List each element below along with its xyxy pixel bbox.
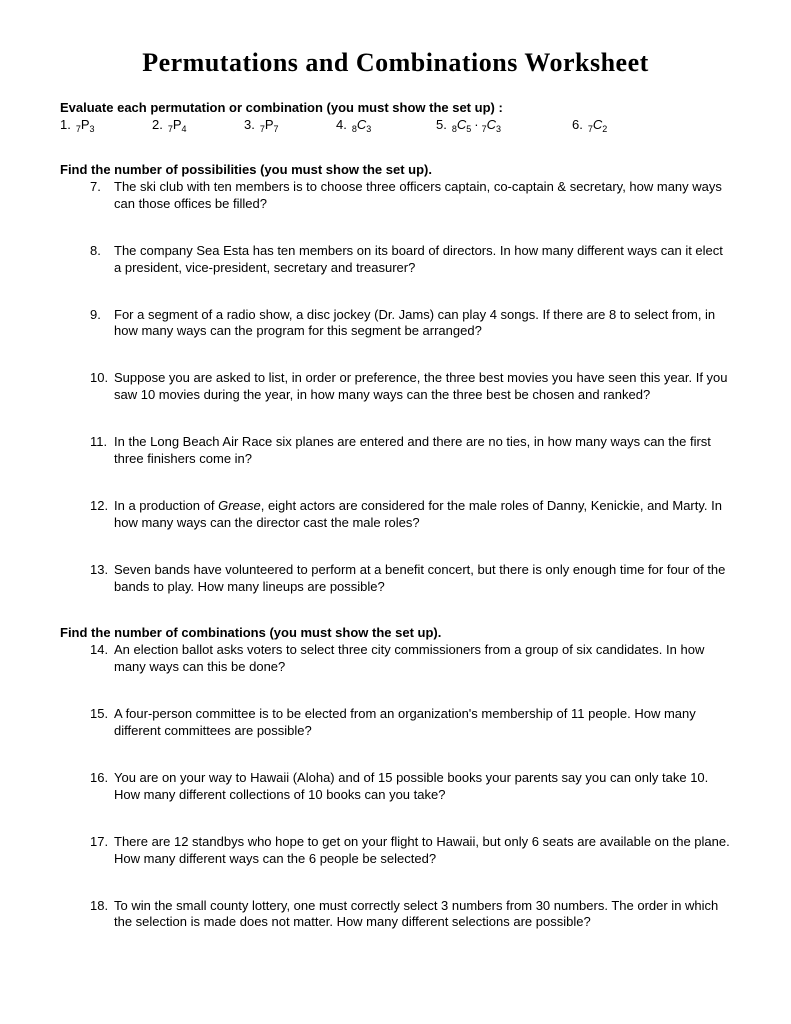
problem-number: 13. [90, 562, 114, 596]
problem-number: 8. [90, 243, 114, 277]
problem-text: Seven bands have volunteered to perform … [114, 562, 731, 596]
eval-expr: 7C2 [588, 117, 607, 132]
problem-14: 14.An election ballot asks voters to sel… [60, 642, 731, 676]
problem-12: 12.In a production of Grease, eight acto… [60, 498, 731, 532]
eval-item-3: 3. 7P7 [244, 117, 336, 132]
eval-number: 1. [60, 117, 71, 132]
eval-number: 6. [572, 117, 583, 132]
problem-number: 9. [90, 307, 114, 341]
problem-15: 15.A four-person committee is to be elec… [60, 706, 731, 740]
problem-7: 7.The ski club with ten members is to ch… [60, 179, 731, 213]
eval-expr: 8C5·7C3 [452, 117, 501, 132]
problem-text: The company Sea Esta has ten members on … [114, 243, 731, 277]
problems-set-a: 7.The ski club with ten members is to ch… [60, 179, 731, 595]
problem-11: 11.In the Long Beach Air Race six planes… [60, 434, 731, 468]
problem-13: 13.Seven bands have volunteered to perfo… [60, 562, 731, 596]
problem-number: 15. [90, 706, 114, 740]
section-3-heading: Find the number of combinations (you mus… [60, 625, 731, 640]
section-2-heading: Find the number of possibilities (you mu… [60, 162, 731, 177]
eval-item-4: 4. 8C3 [336, 117, 436, 132]
problem-text: A four-person committee is to be elected… [114, 706, 731, 740]
evaluation-row: 1. 7P3 2. 7P4 3. 7P7 4. 8C3 5. 8C5·7C3 6. 7C2 [60, 117, 731, 132]
eval-expr: 7P3 [76, 117, 95, 132]
problem-text: Suppose you are asked to list, in order … [114, 370, 731, 404]
problem-text: In the Long Beach Air Race six planes ar… [114, 434, 731, 468]
problem-number: 7. [90, 179, 114, 213]
eval-item-2: 2. 7P4 [152, 117, 244, 132]
eval-expr: 7P4 [168, 117, 187, 132]
problem-number: 14. [90, 642, 114, 676]
eval-number: 2. [152, 117, 163, 132]
problem-number: 16. [90, 770, 114, 804]
problem-8: 8.The company Sea Esta has ten members o… [60, 243, 731, 277]
problem-number: 10. [90, 370, 114, 404]
problem-18: 18.To win the small county lottery, one … [60, 898, 731, 932]
problem-text: To win the small county lottery, one mus… [114, 898, 731, 932]
eval-expr: 8C3 [352, 117, 371, 132]
problem-number: 17. [90, 834, 114, 868]
section-1-heading: Evaluate each permutation or combination… [60, 100, 731, 115]
eval-expr: 7P7 [260, 117, 279, 132]
eval-item-5: 5. 8C5·7C3 [436, 117, 572, 132]
problem-text: In a production of Grease, eight actors … [114, 498, 731, 532]
eval-number: 3. [244, 117, 255, 132]
page-title: Permutations and Combinations Worksheet [60, 48, 731, 78]
problem-text: An election ballot asks voters to select… [114, 642, 731, 676]
problems-set-b: 14.An election ballot asks voters to sel… [60, 642, 731, 931]
problem-number: 12. [90, 498, 114, 532]
eval-number: 5. [436, 117, 447, 132]
problem-16: 16.You are on your way to Hawaii (Aloha)… [60, 770, 731, 804]
problem-text: For a segment of a radio show, a disc jo… [114, 307, 731, 341]
problem-9: 9.For a segment of a radio show, a disc … [60, 307, 731, 341]
problem-17: 17.There are 12 standbys who hope to get… [60, 834, 731, 868]
worksheet-page: Permutations and Combinations Worksheet … [0, 0, 791, 1024]
eval-item-6: 6. 7C2 [572, 117, 642, 132]
problem-number: 18. [90, 898, 114, 932]
eval-number: 4. [336, 117, 347, 132]
eval-item-1: 1. 7P3 [60, 117, 152, 132]
problem-number: 11. [90, 434, 114, 468]
problem-text: The ski club with ten members is to choo… [114, 179, 731, 213]
problem-10: 10.Suppose you are asked to list, in ord… [60, 370, 731, 404]
problem-text: There are 12 standbys who hope to get on… [114, 834, 731, 868]
problem-text: You are on your way to Hawaii (Aloha) an… [114, 770, 731, 804]
